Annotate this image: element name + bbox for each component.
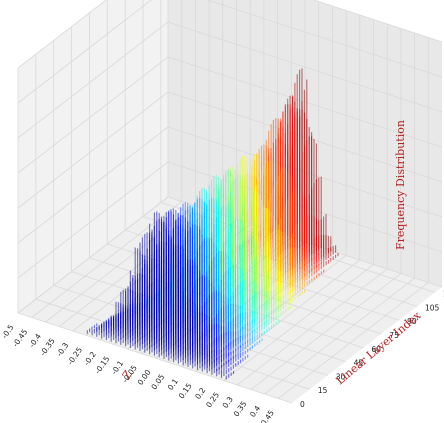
left-wall-pane bbox=[18, 0, 168, 313]
grid-z bbox=[17, 56, 443, 174]
x-tick-label: 0.35 bbox=[232, 399, 249, 418]
x-tick-label: 0.2 bbox=[193, 386, 207, 401]
grid-y-floor bbox=[17, 312, 293, 404]
x-tick-label: 0.4 bbox=[248, 404, 262, 419]
y-tick-label: 75 bbox=[389, 331, 399, 340]
x-tick-label: 0.15 bbox=[177, 381, 194, 400]
y-tick-label: 60 bbox=[371, 345, 381, 354]
y-tick-label: 45 bbox=[354, 359, 364, 368]
x-tick-label: 0.1 bbox=[166, 377, 180, 392]
y-tick-label: 105 bbox=[425, 303, 440, 312]
x-tick-label: -0.4 bbox=[27, 332, 43, 349]
grid-z bbox=[17, 21, 443, 139]
y-tick-label: 15 bbox=[318, 386, 328, 395]
x-tick-label: 0.45 bbox=[259, 408, 276, 423]
z-axis-label: Frequency Distribution bbox=[394, 120, 407, 250]
grid-y-floor bbox=[142, 215, 418, 307]
grid-z bbox=[17, 91, 443, 209]
grid-y-floor bbox=[35, 298, 310, 390]
x-tick-label: -0.2 bbox=[82, 350, 98, 367]
grid-z bbox=[17, 126, 443, 244]
x-tick-label: 0.05 bbox=[149, 372, 166, 391]
y-tick-label: 120 bbox=[443, 290, 444, 299]
grid-z bbox=[17, 0, 443, 104]
grid-z bbox=[17, 161, 443, 279]
grid-z bbox=[17, 196, 443, 314]
y-tick-label: 90 bbox=[407, 317, 417, 326]
grid-y-floor bbox=[71, 271, 346, 362]
grid-z bbox=[17, 0, 443, 69]
x-tick-label: -0.3 bbox=[55, 341, 71, 358]
x-tick-label: 0.25 bbox=[204, 390, 221, 409]
y-tick-label: 30 bbox=[336, 372, 346, 381]
x-tick-label: 0.3 bbox=[221, 395, 235, 410]
chart-bars bbox=[86, 68, 339, 380]
grid-y-floor bbox=[107, 243, 382, 335]
y-tick-label: 0 bbox=[300, 400, 305, 409]
x-tick-label: -0.5 bbox=[0, 323, 16, 340]
